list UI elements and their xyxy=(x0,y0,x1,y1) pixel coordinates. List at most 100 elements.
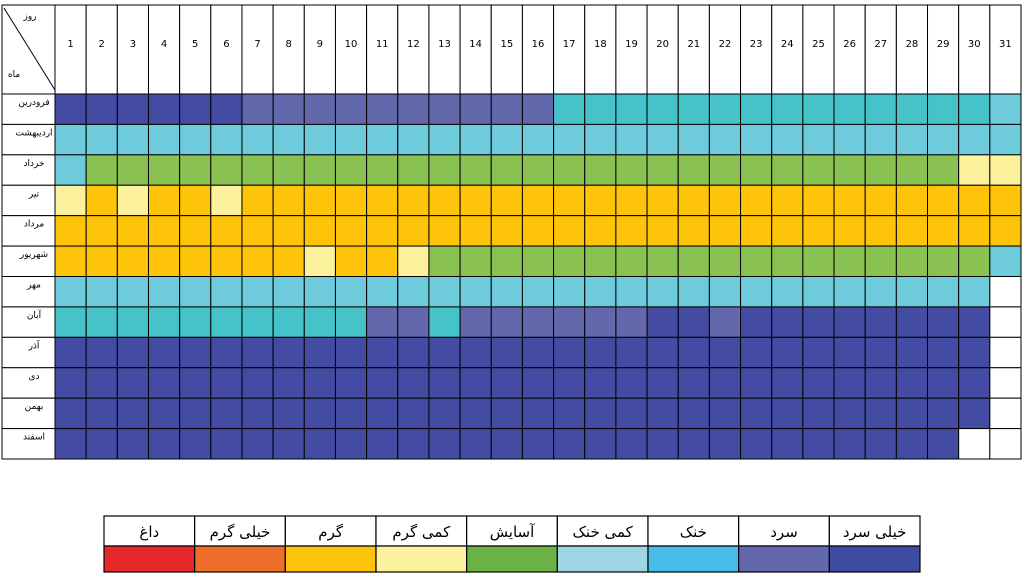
heatmap-cell: کمی خنک xyxy=(116,276,149,308)
heatmap-cell: گرم xyxy=(303,184,336,217)
heatmap-cell: کمی خنک xyxy=(521,276,555,308)
heatmap-cell: خیلی سرد xyxy=(927,306,960,338)
day-header-label: 11 xyxy=(376,39,389,50)
heatmap-cell: خیلی سرد xyxy=(864,397,897,430)
corner-diagonal xyxy=(3,7,56,91)
heatmap-cell: گرم xyxy=(54,245,87,277)
heatmap-cell: خیلی سرد xyxy=(521,397,555,430)
heatmap-cell: سرد xyxy=(366,306,399,338)
heatmap-cell: گرم xyxy=(521,184,555,217)
heatmap-cell: گرم xyxy=(615,184,648,217)
heatmap-cell: آسایش xyxy=(85,154,118,186)
day-header-cell xyxy=(272,4,305,95)
day-header-label: 5 xyxy=(192,39,198,50)
heatmap-cell: گرم xyxy=(864,215,897,247)
heatmap-cell: خیلی سرد xyxy=(210,367,243,399)
heatmap-cell: خیلی سرد xyxy=(802,367,835,399)
day-header-label: 30 xyxy=(968,39,981,50)
day-header-cell xyxy=(584,4,617,95)
month-label: اردیبهشت xyxy=(15,128,52,138)
month-label: بهمن xyxy=(25,402,44,412)
heatmap-cell: کمی خنک xyxy=(740,276,773,308)
day-header-cell xyxy=(958,4,991,95)
heatmap-cell: کمی خنک xyxy=(802,276,835,308)
heatmap-cell: گرم xyxy=(989,215,1022,247)
heatmap-cell: آسایش xyxy=(864,154,897,186)
heatmap-cell: خیلی سرد xyxy=(272,367,305,399)
heatmap-cell: گرم xyxy=(85,215,118,247)
heatmap-cell: گرم xyxy=(116,215,149,247)
heatmap-cell: خیلی سرد xyxy=(397,367,430,399)
heatmap-cell: خیلی سرد xyxy=(927,397,960,430)
heatmap-cell: گرم xyxy=(366,184,399,217)
heatmap-cell: گرم xyxy=(272,245,305,277)
heatmap-cell: خیلی سرد xyxy=(958,367,991,399)
heatmap-cell: آسایش xyxy=(895,154,929,186)
heatmap-cell: آسایش xyxy=(958,245,991,277)
day-header-label: 7 xyxy=(254,39,260,50)
heatmap-cell xyxy=(771,93,804,125)
day-header-cell xyxy=(802,4,835,95)
heatmap-cell: خیلی سرد xyxy=(740,306,773,338)
heatmap-cell: کمی خنک xyxy=(521,123,555,156)
heatmap-cell: خیلی سرد xyxy=(584,397,617,430)
heatmap-cell: سرد xyxy=(397,93,430,125)
heatmap-cell: کمی خنک xyxy=(771,123,804,156)
heatmap-cell: خیلی سرد xyxy=(147,336,181,369)
day-header-label: 12 xyxy=(407,39,420,50)
heatmap-cell: خیلی سرد xyxy=(241,367,274,399)
heatmap-cell xyxy=(833,93,866,125)
heatmap-cell: گرم xyxy=(241,184,274,217)
heatmap-cell: کمی گرم xyxy=(210,184,243,217)
heatmap-cell: کمی خنک xyxy=(708,123,742,156)
month-label: تیر xyxy=(28,189,40,199)
day-header-label: 2 xyxy=(99,39,105,50)
heatmap-cell: خیلی سرد xyxy=(864,336,897,369)
heatmap-cell: کمی خنک xyxy=(615,123,648,156)
heatmap-cell: خیلی سرد xyxy=(459,397,492,430)
heatmap-cell: خیلی سرد xyxy=(771,306,804,338)
day-header-label: 18 xyxy=(594,39,607,50)
heatmap-cell: خیلی سرد xyxy=(646,397,679,430)
heatmap-cell: کمی خنک xyxy=(553,123,586,156)
heatmap-cell: خیلی سرد xyxy=(740,367,773,399)
heatmap-cell: کمی خنک xyxy=(864,276,897,308)
heatmap-cell: کمی خنک xyxy=(677,276,710,308)
heatmap-cell: آسایش xyxy=(397,154,430,186)
heatmap-cell: گرم xyxy=(179,215,212,247)
heatmap-cell: آسایش xyxy=(490,154,523,186)
heatmap-cell: سرد xyxy=(272,93,305,125)
heatmap-cell xyxy=(708,93,742,125)
day-header-label: 3 xyxy=(130,39,136,50)
heatmap-cell: آسایش xyxy=(740,154,773,186)
heatmap-cell: گرم xyxy=(366,215,399,247)
heatmap-cell: خیلی سرد xyxy=(366,428,399,460)
heatmap-cell: خیلی سرد xyxy=(895,336,929,369)
heatmap-cell: کمی گرم xyxy=(397,245,430,277)
month-label: آبان xyxy=(27,309,42,321)
heatmap-cell: آسایش xyxy=(864,245,897,277)
heatmap-cell: کمی گرم xyxy=(303,245,336,277)
heatmap-cell: خیلی سرد xyxy=(428,367,461,399)
day-header-cell xyxy=(179,4,212,95)
heatmap-cell: خیلی سرد xyxy=(802,428,835,460)
heatmap-cell: آسایش xyxy=(179,154,212,186)
heatmap-cell: سرد xyxy=(366,93,399,125)
heatmap-cell: خیلی سرد xyxy=(771,428,804,460)
heatmap-cell: خیلی سرد xyxy=(615,336,648,369)
heatmap-cell: آسایش xyxy=(927,245,960,277)
heatmap-cell: گرم xyxy=(646,215,679,247)
heatmap-cell: کمی خنک xyxy=(428,123,461,156)
heatmap-cell: خیلی سرد xyxy=(615,397,648,430)
day-header-label: 24 xyxy=(781,39,794,50)
heatmap-cell: گرم xyxy=(989,184,1022,217)
heatmap-cell: کمی خنک xyxy=(833,276,866,308)
heatmap-cell: خیلی سرد xyxy=(210,397,243,430)
heatmap-cell: سرد xyxy=(241,93,274,125)
heatmap-cell xyxy=(895,93,929,125)
heatmap-cell: آسایش xyxy=(646,154,679,186)
heatmap-cell: گرم xyxy=(116,245,149,277)
heatmap-cell xyxy=(989,397,1022,430)
heatmap-cell: کمی خنک xyxy=(584,123,617,156)
heatmap-cell: آسایش xyxy=(615,154,648,186)
